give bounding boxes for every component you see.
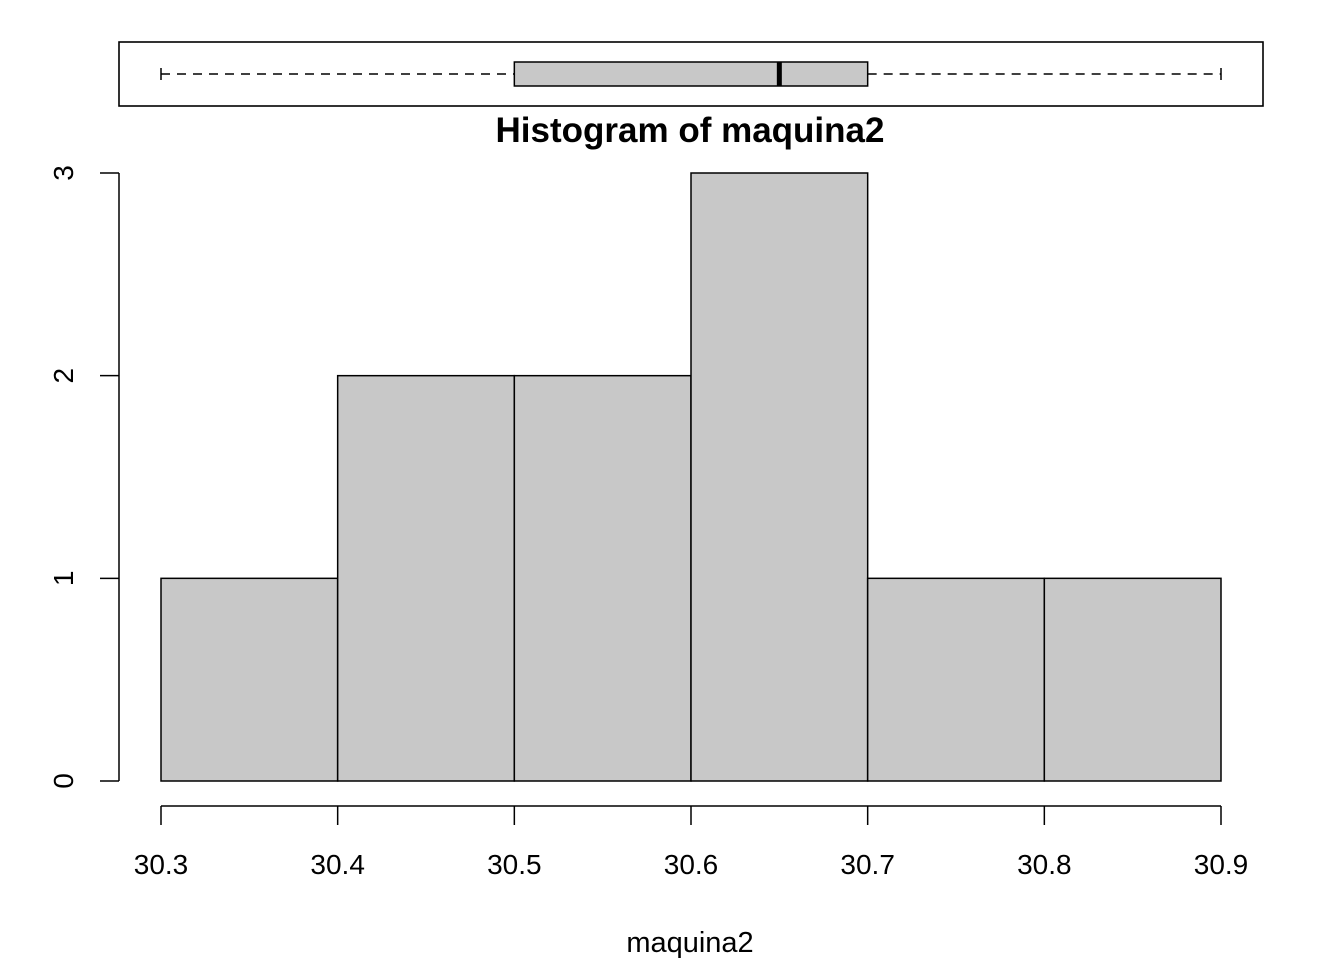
boxplot-panel [118,41,1264,107]
y-tick-label: 0 [48,773,79,789]
x-tick-label: 30.7 [840,849,895,880]
y-tick-label: 1 [48,571,79,587]
boxplot-frame [118,41,1264,107]
histogram-bar [866,577,1046,782]
x-tick-label: 30.8 [1017,849,1072,880]
y-tick-label: 2 [48,368,79,384]
x-tick-label: 30.5 [487,849,542,880]
x-axis-label: maquina2 [626,927,753,959]
histogram-bar [1043,577,1222,782]
x-tick-label: 30.6 [664,849,719,880]
histogram-bar [336,374,516,782]
y-tick-label: 3 [48,165,79,181]
histogram-bar [160,577,339,782]
x-tick-label: 30.3 [134,849,189,880]
histogram-panel: 0 1 2 3 30.3 30.4 30.5 30.6 30.7 30.8 30.9 [48,165,1248,880]
boxplot-box [513,61,869,87]
x-tick-label: 30.4 [310,849,365,880]
histogram-bar [690,172,869,782]
histogram-bar [513,374,692,782]
x-tick-label: 30.9 [1194,849,1249,880]
chart-title: Histogram of maquina2 [496,111,885,150]
